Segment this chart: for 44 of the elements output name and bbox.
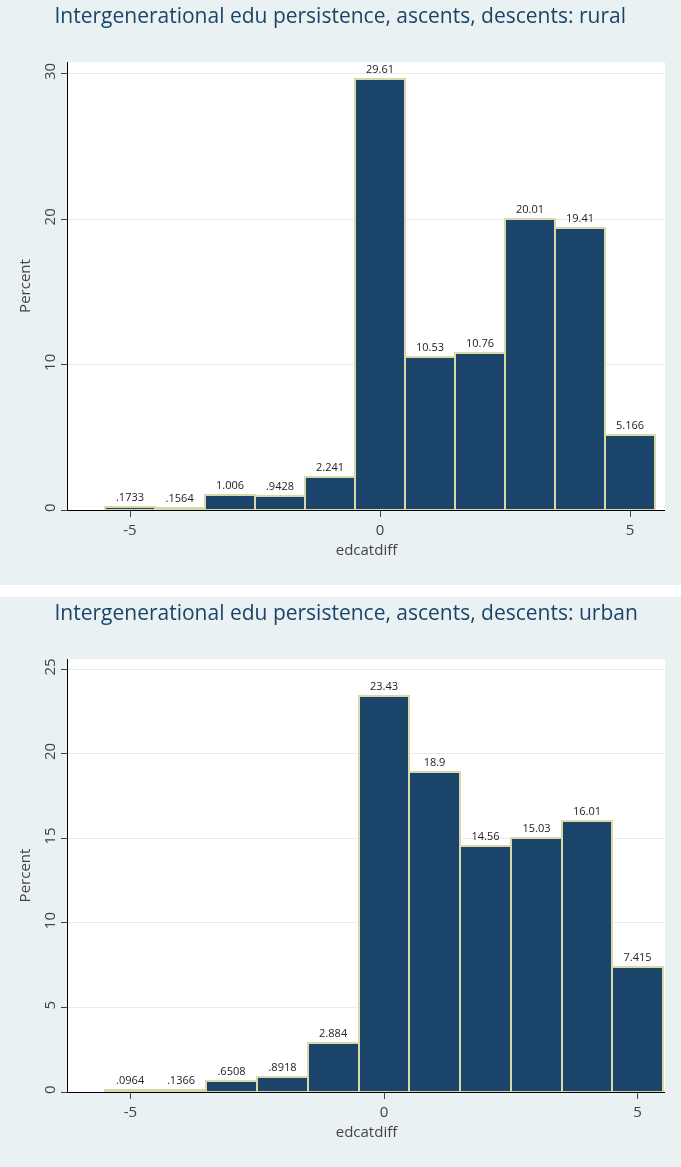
data-label: 18.9 — [423, 754, 446, 769]
data-label: 15.03 — [522, 820, 551, 835]
y-tick-label: 15 — [39, 827, 59, 845]
x-tick-label: 0 — [379, 1101, 389, 1121]
y-tick-label: 0 — [39, 1085, 59, 1095]
y-tick-label: 20 — [39, 742, 59, 761]
data-label: 29.61 — [365, 61, 395, 76]
data-label: .6508 — [217, 1063, 246, 1078]
data-label: 5.166 — [615, 417, 645, 432]
data-label: .9428 — [265, 478, 295, 493]
y-tick-label: 20 — [39, 208, 59, 226]
x-tick-label: -5 — [123, 1101, 138, 1121]
data-label: 10.76 — [465, 335, 495, 350]
data-label: 20.01 — [515, 201, 545, 216]
data-label: 10.53 — [415, 339, 445, 354]
y-tick-label: 5 — [39, 1000, 59, 1010]
data-label: .8918 — [268, 1059, 297, 1074]
y-tick-label: 25 — [39, 658, 59, 676]
y-tick-label: 10 — [39, 912, 59, 930]
data-label: 14.56 — [471, 828, 500, 843]
x-tick-label: -5 — [123, 519, 137, 539]
x-tick-label: 0 — [375, 519, 385, 539]
data-label: 2.241 — [315, 459, 345, 474]
data-label: .0964 — [116, 1072, 145, 1087]
y-tick-label: 0 — [39, 503, 59, 513]
y-axis-title: Percent — [14, 259, 35, 313]
data-label: 7.415 — [623, 949, 652, 964]
x-tick-label: 5 — [625, 519, 635, 539]
chart-title: Intergenerational edu persistence, ascents, descents: urban — [54, 598, 638, 627]
data-label: 1.006 — [215, 477, 245, 492]
data-label: 19.41 — [565, 210, 595, 225]
x-axis-title: edcatdiff — [335, 539, 399, 559]
x-axis-title: edcatdiff — [335, 1121, 399, 1141]
data-label: 16.01 — [572, 803, 602, 818]
x-tick-label: 5 — [633, 1101, 642, 1121]
chart-title: Intergenerational edu persistence, ascents, descents: rural — [54, 1, 626, 30]
data-label: .1564 — [165, 490, 195, 505]
data-label: .1733 — [115, 489, 145, 504]
data-label: 2.884 — [319, 1025, 348, 1040]
y-axis-title: Percent — [14, 848, 35, 903]
data-label: 23.43 — [369, 678, 399, 693]
y-tick-label: 10 — [39, 353, 59, 371]
data-label: .1366 — [166, 1072, 196, 1087]
y-tick-label: 30 — [39, 62, 59, 80]
